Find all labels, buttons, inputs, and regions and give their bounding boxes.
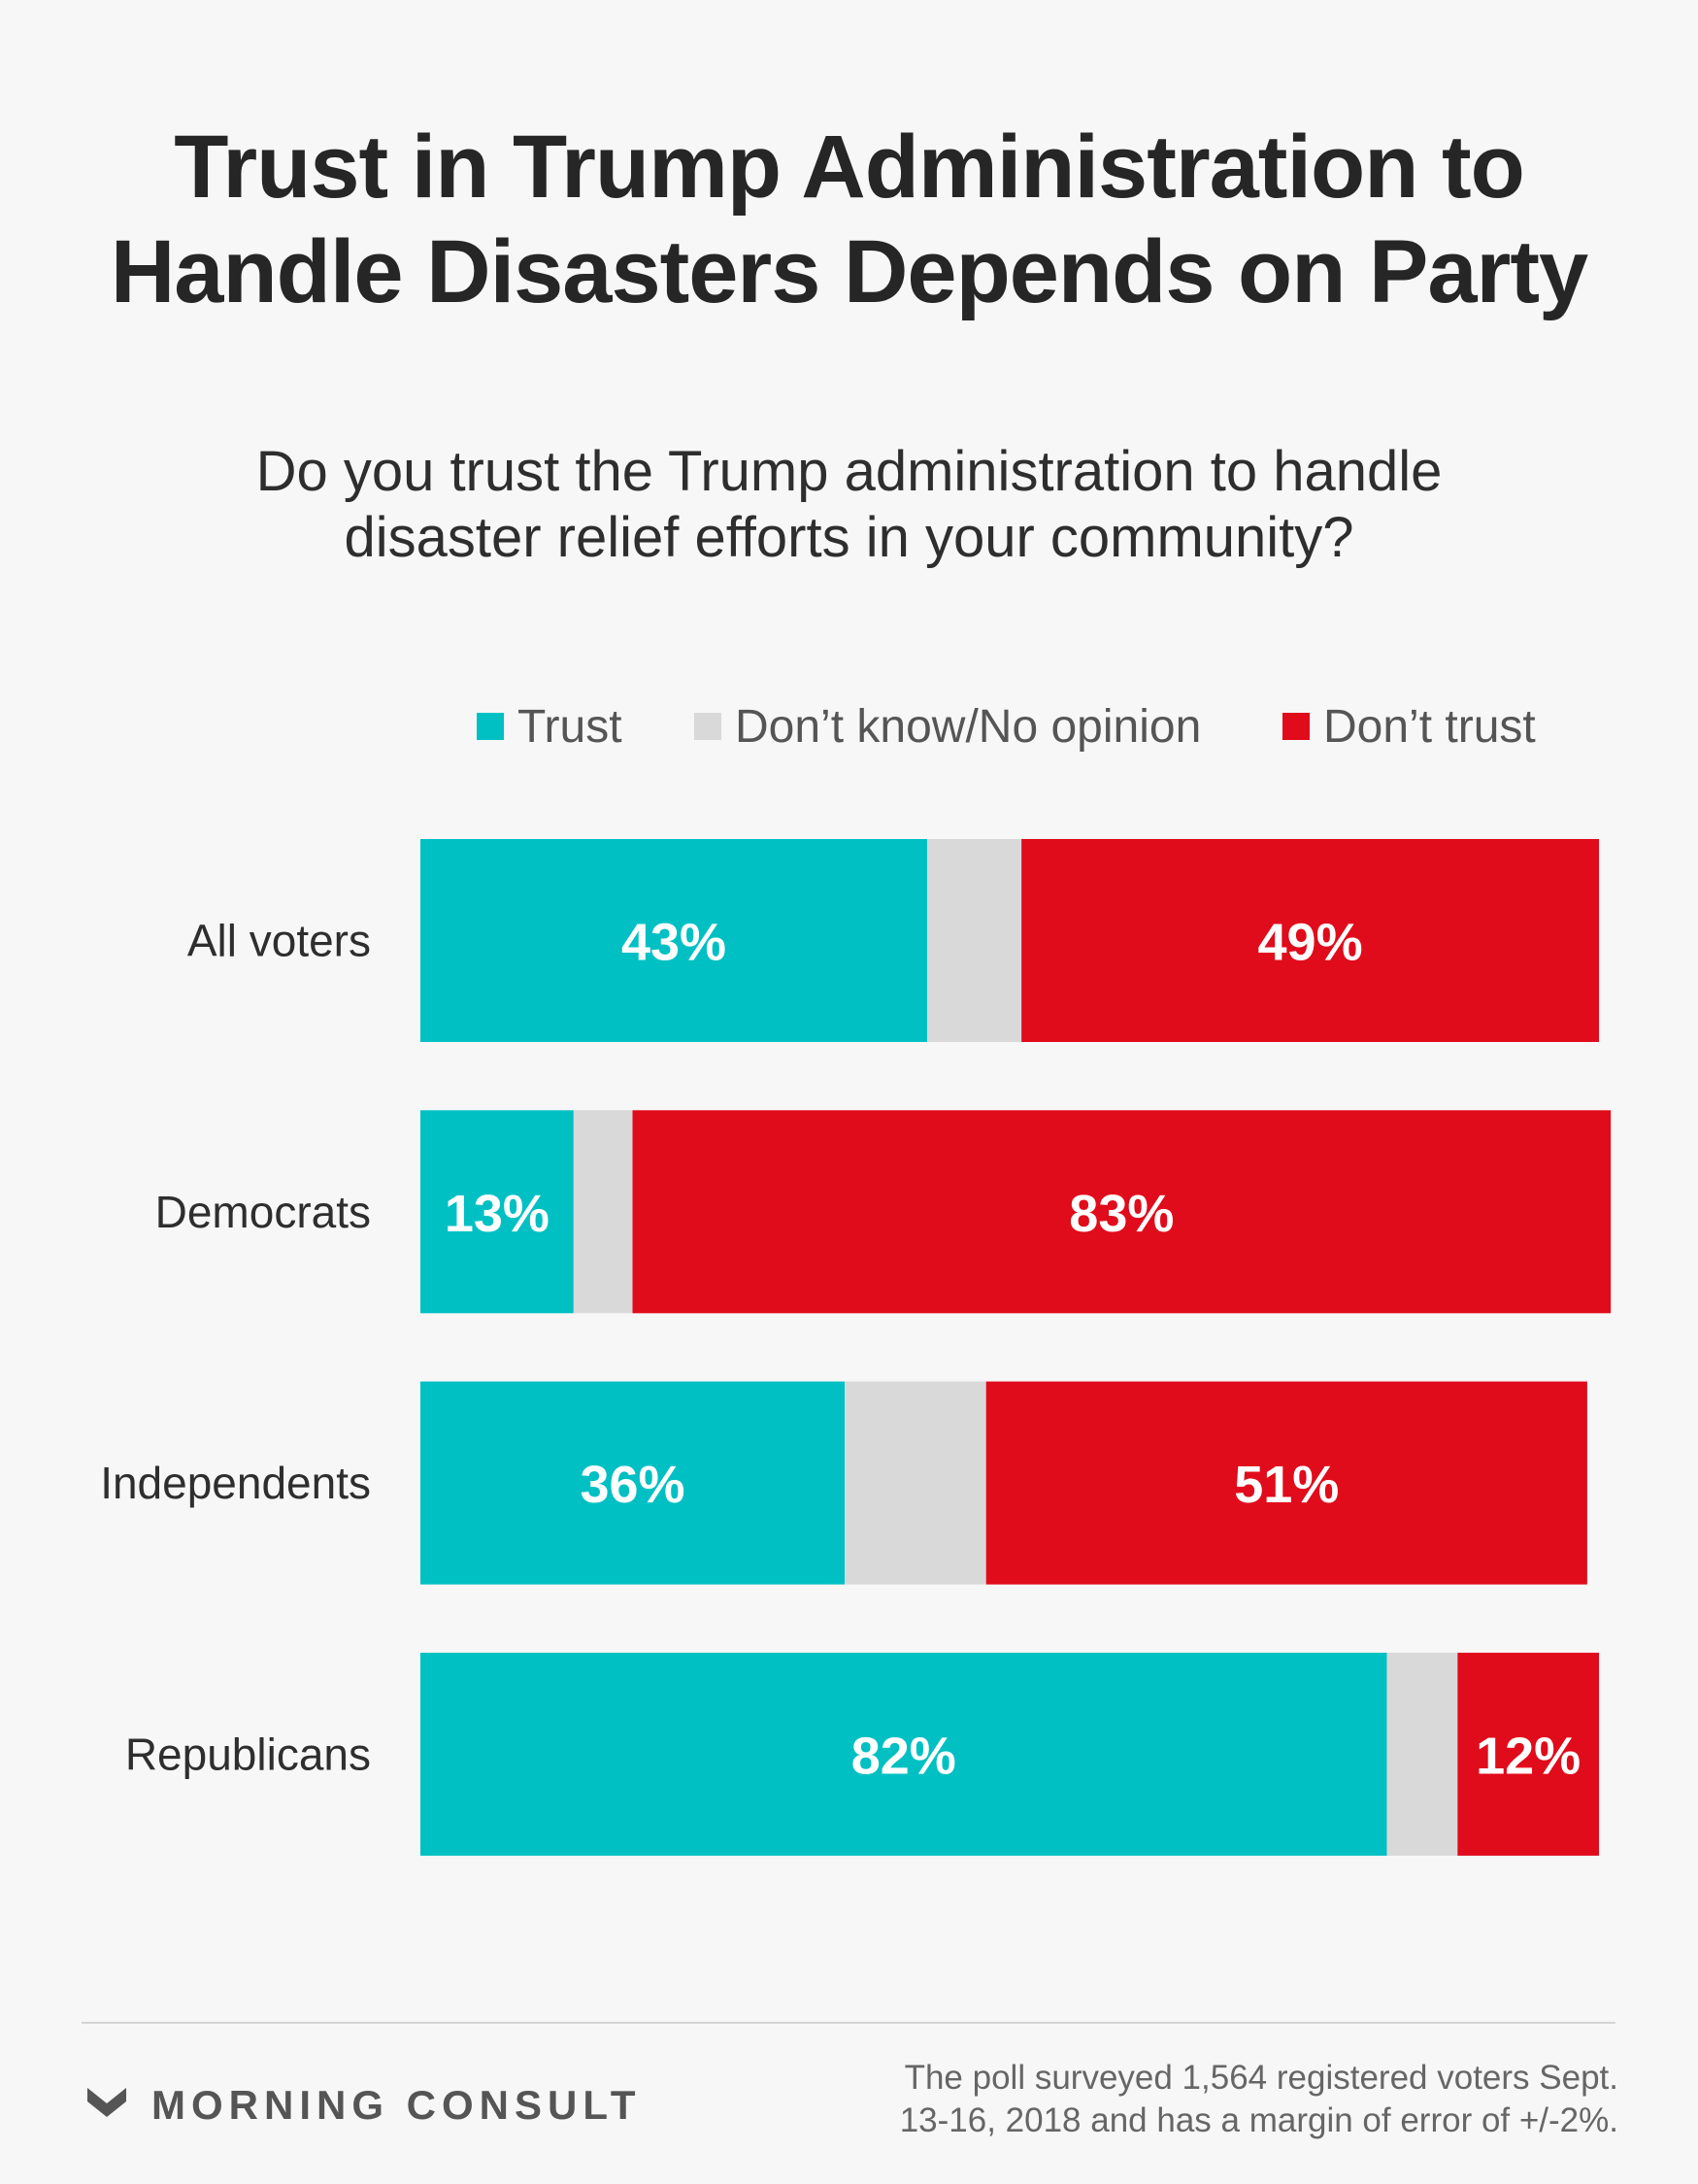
legend-item-dont-know: Don’t know/No opinion [694, 697, 1201, 756]
bar-democrats-trust [420, 1110, 574, 1314]
bar-democrats-don-t-know-no-opinion [573, 1110, 633, 1314]
chart-question: Do you trust the Trump administration to… [0, 439, 1698, 571]
methodology-note: The poll surveyed 1,564 registered voter… [881, 2057, 1618, 2142]
bar-republicans-don-t-trust [1457, 1652, 1599, 1856]
footer-divider [82, 2022, 1615, 2024]
data-label-independents-trust: 36% [580, 1456, 684, 1514]
data-label-all-voters-trust: 43% [621, 914, 726, 972]
chart-question-line-1: Do you trust the Trump administration to… [255, 440, 1443, 503]
bar-all-voters-don-t-know-no-opinion [927, 839, 1022, 1042]
legend-swatch-dont-know [694, 713, 721, 740]
bar-independents-trust [420, 1381, 846, 1585]
legend-item-trust: Trust [477, 697, 622, 756]
bar-democrats-don-t-trust [632, 1110, 1612, 1314]
category-label-republicans: Republicans [125, 1729, 371, 1779]
brand: MORNING CONSULT [85, 2076, 642, 2134]
data-label-independents-don-t-trust: 51% [1234, 1456, 1339, 1514]
bar-republicans-trust [420, 1652, 1387, 1856]
bar-all-voters-trust [420, 839, 928, 1042]
bar-republicans-don-t-know-no-opinion [1386, 1652, 1458, 1856]
brand-name: MORNING CONSULT [151, 2082, 642, 2128]
bar-independents-don-t-know-no-opinion [845, 1381, 986, 1585]
data-label-republicans-trust: 82% [851, 1727, 956, 1785]
bar-all-voters-don-t-trust [1021, 839, 1599, 1042]
chart-legend: Trust Don’t know/No opinion Don’t trust [0, 697, 1698, 756]
legend-label-dont-know: Don’t know/No opinion [735, 700, 1202, 753]
data-label-republicans-don-t-trust: 12% [1476, 1727, 1581, 1785]
legend-swatch-trust [477, 713, 504, 740]
chart-title: Trust in Trump Administration to Handle … [0, 115, 1698, 324]
bar-independents-don-t-trust [985, 1381, 1587, 1585]
data-label-democrats-trust: 13% [445, 1185, 549, 1243]
methodology-note-line-2: 13-16, 2018 and has a margin of error of… [899, 2101, 1618, 2139]
legend-label-trust: Trust [517, 700, 622, 753]
category-label-all-voters: All voters [187, 916, 371, 966]
legend-swatch-dont-trust [1282, 713, 1310, 740]
morning-consult-logo-icon [87, 2088, 126, 2117]
legend-item-dont-trust: Don’t trust [1282, 697, 1536, 756]
chart-question-line-2: disaster relief efforts in your communit… [344, 506, 1354, 569]
legend-label-dont-trust: Don’t trust [1323, 700, 1536, 753]
data-label-all-voters-don-t-trust: 49% [1258, 914, 1363, 972]
chart-title-line-2: Handle Disasters Depends on Party [110, 222, 1588, 321]
data-label-democrats-don-t-trust: 83% [1069, 1185, 1174, 1243]
chart-title-line-1: Trust in Trump Administration to [174, 118, 1525, 217]
category-label-independents: Independents [100, 1458, 371, 1508]
methodology-note-line-1: The poll surveyed 1,564 registered voter… [904, 2059, 1618, 2097]
category-label-democrats: Democrats [155, 1187, 371, 1237]
